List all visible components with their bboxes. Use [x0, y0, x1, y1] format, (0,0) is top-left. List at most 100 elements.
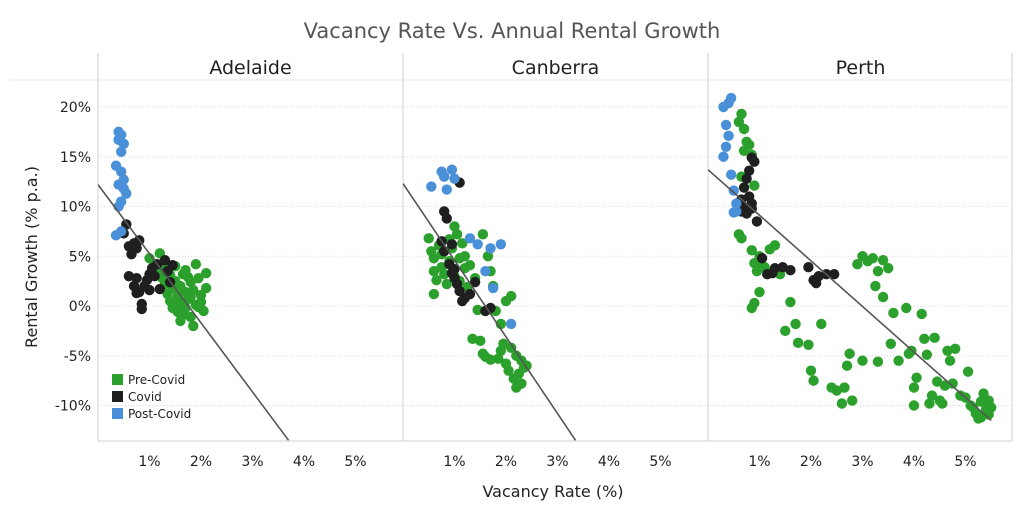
data-point	[731, 198, 742, 209]
y-tick-label: 10%	[60, 200, 91, 216]
data-point	[738, 182, 750, 193]
y-axis: 20% 15% 10% 5% 0% -5% -10%	[55, 100, 91, 415]
data-point	[190, 259, 202, 270]
x-tick-label: 5%	[344, 454, 366, 470]
data-point	[431, 274, 442, 286]
data-point	[836, 398, 848, 409]
data-point	[720, 119, 732, 131]
data-point	[446, 164, 458, 175]
data-point	[741, 173, 752, 184]
data-point	[919, 333, 930, 345]
panel-perth: Perth 1% 2% 3% 4% 5%	[707, 53, 997, 470]
data-point	[934, 395, 945, 406]
data-point	[867, 253, 878, 264]
data-point	[505, 290, 517, 302]
x-tick-label: 2%	[800, 454, 822, 470]
data-point	[136, 303, 147, 315]
data-point	[457, 238, 468, 249]
data-point	[482, 251, 494, 262]
data-point	[154, 283, 165, 295]
data-point	[931, 376, 943, 387]
data-point	[725, 169, 737, 180]
data-point	[193, 301, 204, 313]
panel-canberra: Canberra 1% 2% 3% 4% 5%	[402, 53, 672, 470]
data-point	[487, 282, 499, 294]
x-tick-label: 1%	[748, 454, 770, 470]
data-point	[723, 130, 734, 142]
data-point	[944, 355, 956, 366]
data-point	[451, 229, 463, 240]
data-point	[844, 348, 855, 359]
data-point	[810, 277, 822, 289]
data-point	[439, 171, 450, 182]
data-point	[423, 233, 434, 244]
data-point	[780, 325, 791, 337]
data-point	[754, 286, 765, 298]
data-point	[908, 400, 920, 411]
data-point	[769, 240, 781, 251]
data-point	[200, 267, 212, 279]
data-point	[901, 302, 912, 314]
data-point	[808, 375, 819, 386]
data-point	[872, 356, 884, 367]
data-point	[828, 268, 840, 280]
data-point	[736, 108, 747, 120]
data-point	[505, 318, 517, 330]
data-point	[493, 353, 504, 364]
data-point	[929, 332, 940, 344]
data-point	[728, 185, 739, 196]
data-point	[131, 272, 142, 284]
data-point	[877, 255, 889, 266]
y-tick-label: 0%	[69, 299, 91, 315]
data-point	[803, 339, 814, 351]
data-point	[883, 262, 894, 274]
x-tick-label: 1%	[138, 454, 160, 470]
data-point	[428, 265, 440, 277]
points-group	[708, 92, 997, 424]
x-axis-label: Vacancy Rate (%)	[482, 482, 623, 501]
data-point	[449, 263, 460, 275]
x-tick-label: 3%	[241, 454, 263, 470]
data-point	[485, 243, 496, 254]
data-point	[185, 311, 196, 323]
data-point	[149, 270, 160, 282]
data-point	[738, 145, 750, 156]
data-point	[947, 378, 958, 389]
data-point	[785, 264, 796, 276]
trend-line	[708, 169, 992, 422]
data-point	[756, 253, 768, 264]
data-point	[816, 318, 827, 330]
legend-label: Pre-Covid	[128, 373, 185, 387]
panel-title: Perth	[836, 57, 886, 79]
panel-title: Canberra	[512, 57, 600, 79]
data-point	[785, 296, 796, 308]
data-point	[916, 308, 927, 320]
data-point	[767, 267, 778, 279]
legend: Pre-Covid Covid Post-Covid	[112, 373, 191, 421]
y-tick-label: 20%	[60, 100, 91, 116]
data-point	[477, 229, 489, 240]
x-tick-label: 4%	[903, 454, 925, 470]
y-tick-label: -5%	[64, 349, 91, 365]
data-point	[459, 251, 470, 262]
points-group	[98, 126, 290, 441]
data-point	[749, 156, 760, 167]
data-point	[469, 276, 481, 288]
data-point	[167, 302, 178, 314]
x-tick-label: 3%	[546, 454, 568, 470]
data-point	[495, 239, 507, 250]
x-tick-label: 4%	[293, 454, 315, 470]
data-point	[516, 378, 527, 389]
data-point	[115, 146, 127, 157]
data-point	[159, 255, 171, 266]
data-point	[426, 181, 437, 192]
data-point	[751, 216, 763, 227]
data-point	[903, 348, 915, 359]
data-point	[185, 291, 196, 303]
data-point	[738, 123, 750, 135]
y-axis-label: Rental Growth (% p.a.)	[22, 166, 41, 348]
data-point	[911, 372, 922, 383]
data-point	[457, 295, 468, 307]
data-point	[118, 138, 129, 150]
